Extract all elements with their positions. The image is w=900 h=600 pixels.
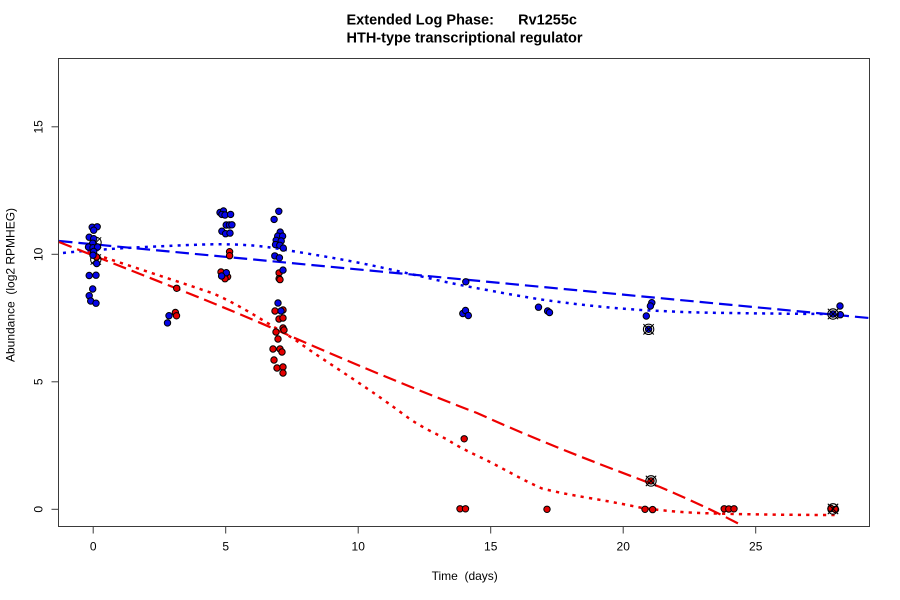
svg-text:15: 15 <box>32 120 46 134</box>
svg-text:Time (days): Time (days) <box>432 569 498 583</box>
svg-text:Abundance (log2 RPMHEG): Abundance (log2 RPMHEG) <box>4 208 18 362</box>
svg-text:0: 0 <box>32 506 46 513</box>
svg-text:Extended Log Phase: Rv125: Extended Log Phase: Rv1255c <box>347 13 577 29</box>
svg-text:10: 10 <box>352 540 366 554</box>
svg-text:25: 25 <box>749 540 763 554</box>
svg-text:5: 5 <box>32 378 46 385</box>
svg-text:0: 0 <box>90 540 97 554</box>
svg-text:10: 10 <box>32 247 46 261</box>
svg-text:HTH-type transcriptional regul: HTH-type transcriptional regulator <box>347 31 583 47</box>
svg-text:20: 20 <box>617 540 631 554</box>
svg-text:5: 5 <box>222 540 229 554</box>
svg-text:15: 15 <box>484 540 498 554</box>
